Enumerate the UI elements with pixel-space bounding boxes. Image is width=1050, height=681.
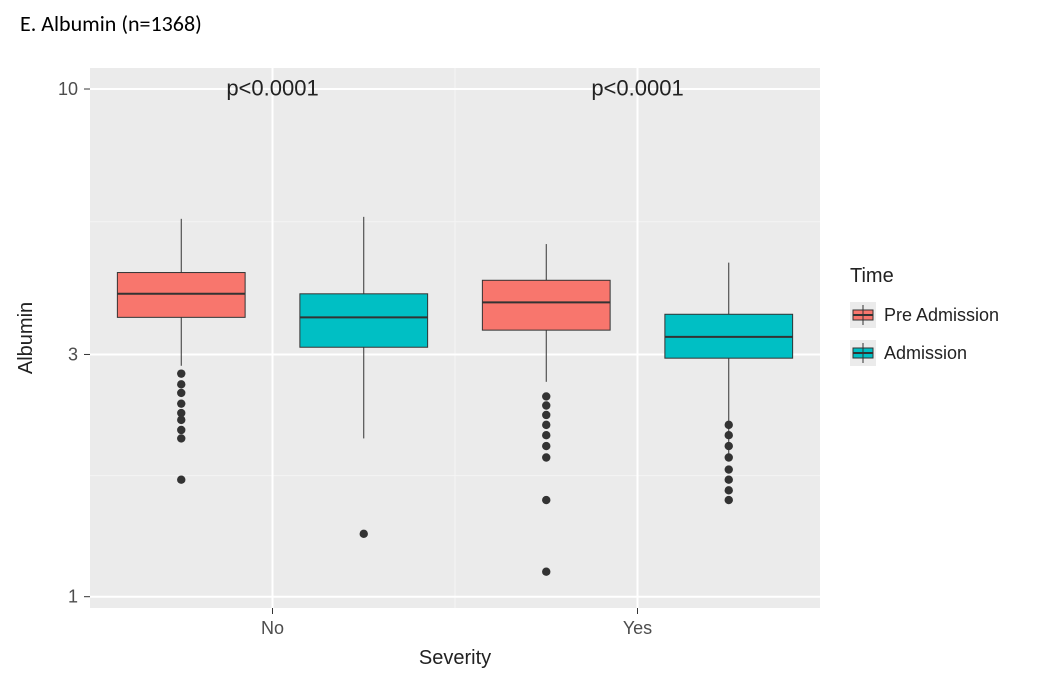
svg-text:p<0.0001: p<0.0001: [226, 76, 318, 101]
figure-title: E. Albumin (n=1368): [20, 10, 202, 37]
svg-text:Admission: Admission: [884, 343, 967, 363]
svg-text:Severity: Severity: [419, 647, 491, 669]
svg-text:p<0.0001: p<0.0001: [591, 76, 683, 101]
svg-text:Yes: Yes: [623, 618, 652, 638]
svg-text:10: 10: [58, 79, 78, 99]
albumin-boxplot: 1 3 10 No Yes Albumin Severity p<0.0001 p<0.0001…: [0, 38, 1050, 678]
svg-text:Albumin: Albumin: [15, 302, 37, 374]
svg-text:1: 1: [68, 587, 78, 607]
svg-text:Time: Time: [850, 265, 894, 287]
svg-text:Pre Admission: Pre Admission: [884, 305, 999, 325]
svg-text:3: 3: [68, 344, 78, 364]
svg-text:No: No: [261, 618, 284, 638]
